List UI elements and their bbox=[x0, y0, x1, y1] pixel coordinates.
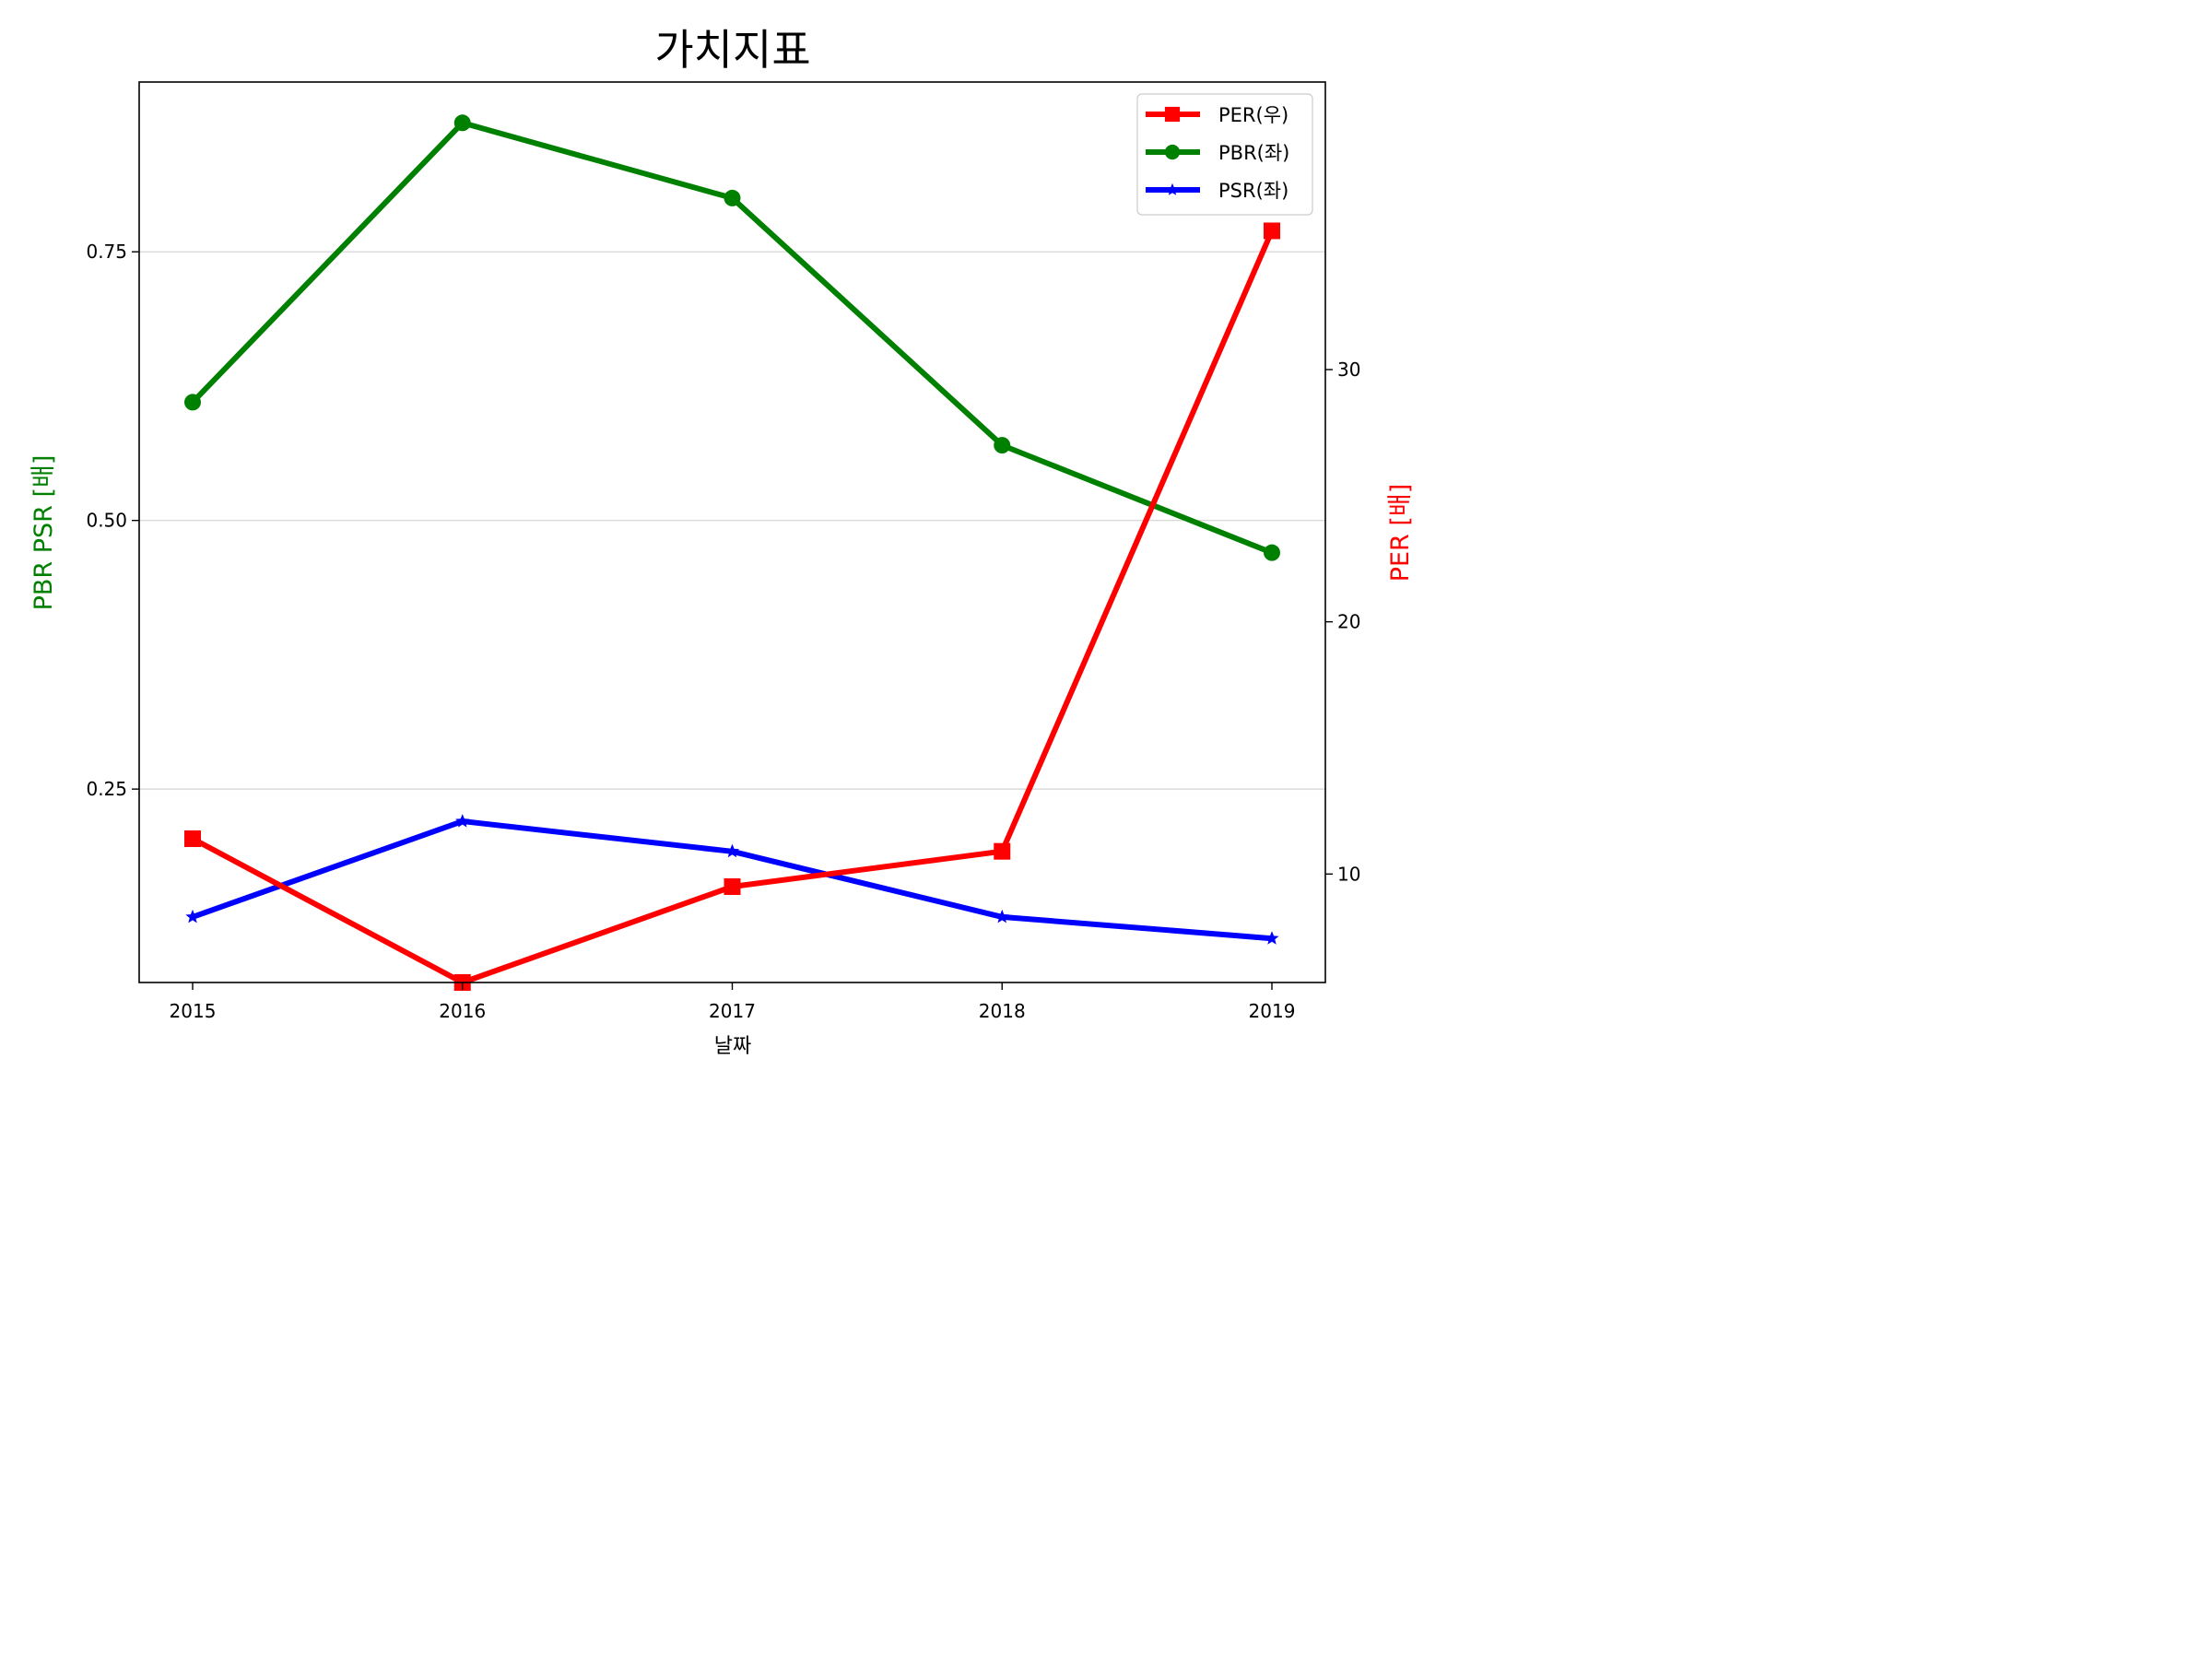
series-line bbox=[191, 229, 1275, 985]
right-y-tick-label: 20 bbox=[1337, 611, 1360, 633]
x-tick-label: 2017 bbox=[709, 1000, 756, 1022]
series-layer bbox=[184, 114, 1280, 991]
series-circle-group bbox=[184, 114, 1280, 561]
legend-label: PER(우) bbox=[1218, 104, 1288, 126]
data-point bbox=[1264, 544, 1280, 561]
data-point bbox=[455, 814, 470, 828]
data-point bbox=[1264, 222, 1280, 240]
data-point bbox=[185, 909, 200, 924]
legend-label: PSR(좌) bbox=[1218, 180, 1288, 202]
data-point bbox=[184, 830, 201, 848]
data-point bbox=[724, 878, 741, 896]
value-indicator-chart: 가치지표 2015 2016 2017 2018 2019 0.25 0.50 0.75 1… bbox=[29, 25, 1415, 1058]
data-point bbox=[1265, 931, 1279, 945]
right-y-axis-label: PER [배] bbox=[1386, 484, 1415, 582]
legend-marker bbox=[1164, 144, 1181, 160]
data-point bbox=[184, 394, 201, 411]
series-square-group bbox=[184, 222, 1280, 991]
chart-title: 가치지표 bbox=[654, 25, 810, 75]
right-y-tick-label: 30 bbox=[1337, 359, 1360, 381]
left-y-tick-label: 0.25 bbox=[86, 778, 127, 800]
x-axis-label: 날짜 bbox=[714, 1035, 751, 1058]
data-point bbox=[994, 842, 1011, 860]
data-point bbox=[724, 189, 741, 206]
x-tick-label: 2018 bbox=[979, 1000, 1026, 1022]
x-axis: 2015 2016 2017 2018 2019 bbox=[170, 982, 1296, 1022]
data-point bbox=[994, 909, 1009, 924]
legend-marker bbox=[1166, 182, 1179, 195]
series-line bbox=[190, 120, 1274, 556]
right-y-axis: 10 20 30 bbox=[1325, 359, 1360, 885]
left-y-tick-label: 0.50 bbox=[86, 510, 127, 532]
data-point bbox=[994, 437, 1011, 454]
series-star-group bbox=[185, 814, 1279, 945]
data-point bbox=[453, 114, 471, 132]
x-tick-label: 2015 bbox=[170, 1000, 217, 1022]
left-y-axis-label: PBR PSR [배] bbox=[29, 455, 58, 611]
left-y-tick-label: 0.75 bbox=[86, 241, 127, 263]
left-y-axis: 0.25 0.50 0.75 bbox=[86, 241, 139, 800]
right-y-tick-label: 10 bbox=[1337, 863, 1360, 885]
legend-label: PBR(좌) bbox=[1218, 142, 1289, 164]
legend: PER(우) PBR(좌) PSR(좌) bbox=[1136, 93, 1313, 216]
x-tick-label: 2019 bbox=[1249, 1000, 1296, 1022]
x-tick-label: 2016 bbox=[439, 1000, 486, 1022]
legend-marker bbox=[1164, 106, 1181, 123]
data-point bbox=[724, 843, 740, 858]
legend-box bbox=[1136, 93, 1313, 216]
